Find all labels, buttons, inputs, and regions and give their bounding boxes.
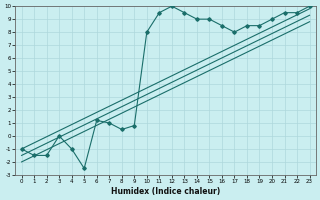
X-axis label: Humidex (Indice chaleur): Humidex (Indice chaleur): [111, 187, 220, 196]
